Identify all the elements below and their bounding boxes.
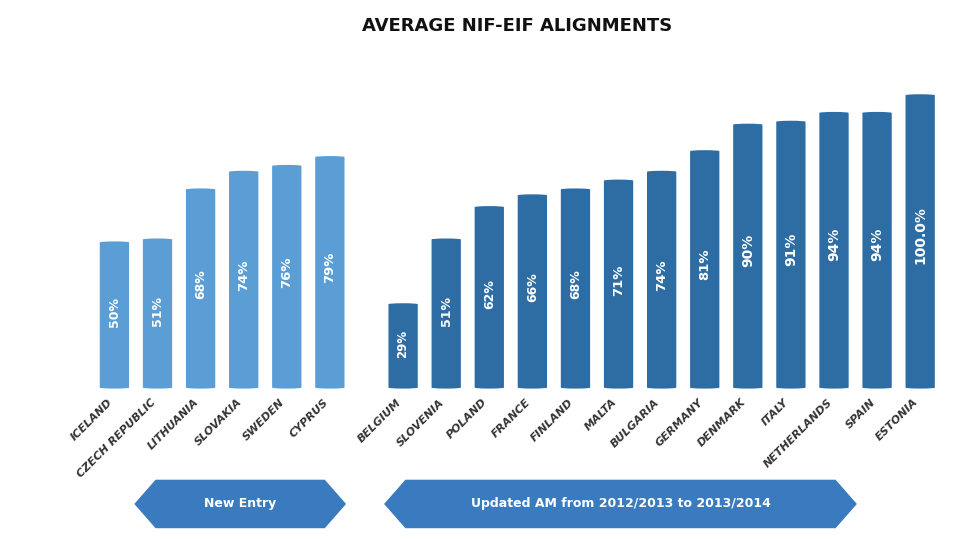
- FancyBboxPatch shape: [777, 121, 806, 389]
- FancyBboxPatch shape: [229, 171, 258, 389]
- Text: 76%: 76%: [280, 257, 293, 288]
- FancyBboxPatch shape: [819, 112, 849, 389]
- FancyBboxPatch shape: [431, 238, 461, 389]
- Text: 74%: 74%: [237, 260, 250, 291]
- Text: 66%: 66%: [526, 273, 539, 302]
- Text: Updated AM from 2012/2013 to 2013/2014: Updated AM from 2012/2013 to 2013/2014: [471, 497, 771, 510]
- Text: 71%: 71%: [612, 264, 625, 295]
- Text: 68%: 68%: [194, 270, 207, 299]
- Text: 62%: 62%: [483, 279, 496, 309]
- FancyBboxPatch shape: [143, 238, 172, 389]
- FancyBboxPatch shape: [690, 150, 719, 389]
- FancyBboxPatch shape: [475, 206, 504, 389]
- Text: 90%: 90%: [741, 234, 755, 267]
- FancyBboxPatch shape: [315, 156, 344, 389]
- FancyBboxPatch shape: [863, 112, 892, 389]
- Text: 79%: 79%: [323, 252, 337, 284]
- FancyBboxPatch shape: [272, 165, 302, 389]
- Title: AVERAGE NIF-EIF ALIGNMENTS: AVERAGE NIF-EIF ALIGNMENTS: [363, 17, 672, 34]
- Text: 51%: 51%: [440, 295, 453, 326]
- Text: 94%: 94%: [870, 228, 884, 261]
- FancyBboxPatch shape: [647, 171, 676, 389]
- FancyBboxPatch shape: [186, 189, 216, 389]
- Text: 50%: 50%: [108, 297, 121, 327]
- Text: 29%: 29%: [396, 330, 410, 358]
- FancyBboxPatch shape: [389, 303, 418, 389]
- FancyBboxPatch shape: [561, 189, 590, 389]
- Text: 68%: 68%: [569, 270, 582, 299]
- Text: 74%: 74%: [655, 260, 668, 291]
- FancyBboxPatch shape: [733, 123, 762, 389]
- Text: 100.0%: 100.0%: [913, 206, 927, 265]
- Text: 94%: 94%: [827, 228, 841, 261]
- FancyBboxPatch shape: [100, 241, 129, 389]
- Text: 51%: 51%: [151, 295, 164, 326]
- FancyBboxPatch shape: [517, 195, 547, 389]
- Text: 91%: 91%: [784, 233, 798, 266]
- FancyBboxPatch shape: [604, 179, 633, 389]
- Text: New Entry: New Entry: [204, 497, 277, 510]
- FancyBboxPatch shape: [905, 94, 935, 389]
- Text: 81%: 81%: [698, 249, 712, 280]
